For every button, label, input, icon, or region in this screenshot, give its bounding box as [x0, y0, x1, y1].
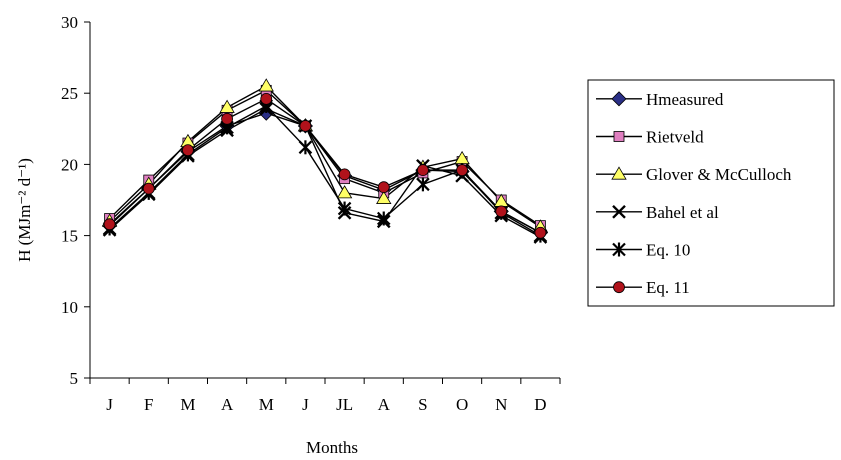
x-tick-label: A	[378, 395, 391, 414]
data-point	[456, 164, 468, 176]
data-point	[416, 177, 430, 192]
series-markers-1	[104, 84, 546, 232]
series-line	[109, 98, 541, 234]
data-point	[377, 181, 390, 194]
series-line	[109, 108, 541, 238]
series-markers-2	[101, 78, 549, 233]
legend-marker	[612, 242, 626, 257]
y-tick-label: 5	[70, 369, 79, 388]
legend-label: Eq. 10	[646, 241, 690, 260]
data-point	[336, 185, 353, 199]
data-point	[258, 78, 274, 92]
data-point	[376, 211, 391, 226]
legend-marker	[611, 166, 627, 180]
y-axis-label: H (MJm⁻² d⁻¹)	[15, 158, 34, 262]
data-point	[534, 226, 547, 239]
legend-label: Eq. 11	[646, 278, 690, 297]
legend-marker	[611, 91, 627, 107]
x-tick-label: O	[456, 395, 468, 414]
x-tick-label: J	[106, 395, 113, 414]
data-point	[299, 120, 312, 132]
legend-entry: Bahel et al	[596, 203, 719, 222]
legend-marker	[612, 204, 626, 219]
x-tick-label: J	[302, 395, 309, 414]
data-point	[219, 99, 235, 113]
x-tick-label: S	[418, 395, 427, 414]
series-5	[109, 98, 541, 234]
data-point	[417, 164, 429, 176]
legend: Hmeasured Rietveld Glover & McCulloch Bahel…	[587, 79, 835, 307]
legend-label: Bahel et al	[646, 203, 719, 222]
legend-entry: Rietveld	[596, 128, 704, 147]
legend-label: Rietveld	[646, 128, 704, 147]
series-3	[109, 108, 541, 238]
y-tick-label: 15	[61, 227, 78, 246]
data-point	[182, 144, 194, 157]
legend-entry: Hmeasured	[596, 90, 724, 109]
legend-marker	[613, 131, 625, 142]
y-tick-label: 25	[61, 84, 78, 103]
x-tick-label: N	[495, 395, 507, 414]
legend-label: Glover & McCulloch	[646, 165, 792, 184]
legend-entry: Glover & McCulloch	[596, 165, 792, 184]
data-point	[338, 168, 351, 181]
data-point	[495, 205, 508, 218]
series-1	[109, 89, 541, 227]
legend-entry: Eq. 11	[596, 278, 690, 297]
y-tick-label: 30	[61, 13, 78, 32]
data-point	[221, 112, 233, 125]
axes: 5 10 15 20 25 30 J F M A M J JL A S O N D	[61, 13, 561, 414]
data-point	[142, 182, 155, 195]
x-tick-label: JL	[336, 395, 353, 414]
legend-marker	[613, 281, 625, 294]
y-tick-label: 20	[61, 155, 78, 174]
series-line	[109, 85, 541, 228]
data-point	[337, 201, 352, 216]
x-tick-label: M	[259, 395, 274, 414]
x-axis-label: Months	[306, 438, 358, 457]
x-tick-label: F	[144, 395, 153, 414]
series-2	[109, 85, 541, 228]
data-point	[260, 92, 273, 105]
legend-entry: Eq. 10	[596, 241, 690, 260]
x-tick-label: D	[534, 395, 546, 414]
x-tick-label: M	[180, 395, 195, 414]
series-line	[109, 89, 541, 227]
series-markers-5	[103, 92, 547, 239]
legend-label: Hmeasured	[646, 90, 724, 109]
series-markers-4	[102, 99, 548, 243]
x-tick-label: A	[221, 395, 234, 414]
data-point	[376, 190, 392, 204]
y-tick-label: 10	[61, 298, 78, 317]
series-layer	[101, 78, 549, 244]
legend-box	[587, 79, 835, 307]
data-point	[298, 140, 313, 155]
data-point	[103, 218, 116, 231]
